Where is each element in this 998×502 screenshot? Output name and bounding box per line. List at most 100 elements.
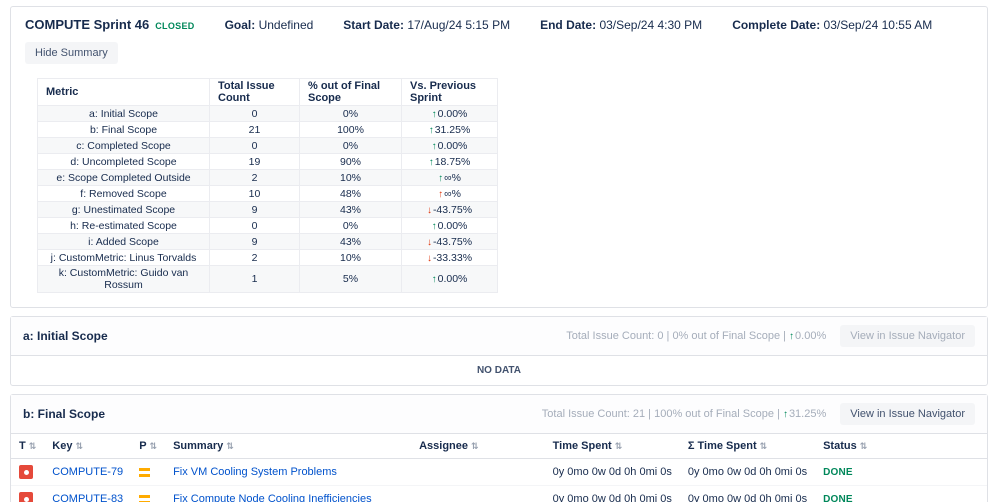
sprint-goal: Goal: Undefined [225,18,314,32]
section-header: a: Initial Scope Total Issue Count: 0 | … [11,317,987,355]
trend-value: 31.25% [434,123,471,136]
end-date-value: 03/Sep/24 4:30 PM [599,18,703,32]
col-header-sum-time-spent[interactable]: Σ Time Spent ⇅ [679,433,816,459]
metric-name: j: CustomMetric: Linus Torvalds [37,249,210,266]
metric-trend: 0.00% [401,265,498,293]
metric-trend: ∞% [401,185,498,202]
section-trend-value: 31.25% [788,408,827,420]
trend-value: 0.00% [437,219,468,232]
metric-name: k: CustomMetric: Guido van Rossum [37,265,210,293]
col-header-assignee[interactable]: Assignee ⇅ [411,433,545,459]
col-header-label: Time Spent [552,440,612,452]
metric-row: g: Unestimated Scope 9 43% -43.75% [37,201,498,218]
sort-icon[interactable]: ⇅ [859,441,868,451]
sort-icon[interactable]: ⇅ [75,441,84,451]
end-date-label: End Date: [540,18,597,32]
issues-header-row: T ⇅ Key ⇅ P ⇅ Summary ⇅ Assignee ⇅ Time Spent… [11,433,987,459]
col-header-label: Summary [173,440,224,452]
trend-arrow-icon [429,124,435,136]
goal-value: Undefined [258,18,314,32]
metric-row: k: CustomMetric: Guido van Rossum 1 5% 0… [37,265,498,293]
trend-arrow-icon [432,273,438,285]
issue-row: COMPUTE-79 Fix VM Cooling System Problem… [11,458,987,486]
section-header: b: Final Scope Total Issue Count: 21 | 1… [11,395,987,433]
metric-count: 2 [209,249,300,266]
sprint-title-group: COMPUTE Sprint 46 CLOSED [25,17,195,32]
metric-row: e: Scope Completed Outside 2 10% ∞% [37,169,498,186]
issue-key-link[interactable]: COMPUTE-83 [52,493,124,502]
metric-pct: 0% [299,105,402,122]
sort-icon[interactable]: ⇅ [149,441,158,451]
issue-assignee-cell [411,485,545,502]
sort-icon[interactable]: ⇅ [759,441,768,451]
metric-row: d: Uncompleted Scope 19 90% 18.75% [37,153,498,170]
section-summary-text: Total Issue Count: 21 | 100% out of Fina… [541,408,780,420]
view-in-issue-navigator-button[interactable]: View in Issue Navigator [840,403,975,425]
section-title: a: Initial Scope [23,329,108,343]
trend-arrow-icon [432,140,438,152]
metrics-header-row: Metric Total Issue Count % out of Final … [37,78,498,106]
sort-icon[interactable]: ⇅ [471,441,479,451]
issue-row: COMPUTE-83 Fix Compute Node Cooling Inef… [11,485,987,502]
hide-summary-button[interactable]: Hide Summary [25,42,118,64]
metric-count: 9 [209,233,300,250]
trend-arrow-icon [432,108,438,120]
trend-value: -43.75% [432,235,473,248]
metric-pct: 43% [299,201,402,218]
metric-name: c: Completed Scope [37,137,210,154]
sort-icon[interactable]: ⇅ [614,441,623,451]
status-badge: DONE [823,467,853,478]
col-header-summary[interactable]: Summary ⇅ [165,433,412,459]
issue-priority-cell [131,485,166,502]
trend-arrow-icon [783,408,789,420]
col-header-status[interactable]: Status ⇅ [815,433,987,459]
metric-row: c: Completed Scope 0 0% 0.00% [37,137,498,154]
trend-arrow-icon [438,172,444,184]
trend-value: 0.00% [437,273,468,285]
issue-summary-cell: Fix VM Cooling System Problems [165,458,412,486]
trend-arrow-icon [427,204,433,216]
metric-count: 19 [209,153,300,170]
col-header-type[interactable]: T ⇅ [11,433,45,459]
issue-sum-time-spent-cell: 0y 0mo 0w 0d 0h 0mi 0s [679,485,816,502]
metric-name: e: Scope Completed Outside [37,169,210,186]
col-header-label: Key [52,440,73,452]
issue-type-cell [11,485,45,502]
sprint-status-badge: CLOSED [155,21,195,31]
metric-pct: 0% [299,217,402,234]
metric-trend: 0.00% [401,137,498,154]
trend-value: ∞% [444,171,461,184]
section-trend-value: 0.00% [795,330,827,342]
metric-trend: -43.75% [401,201,498,218]
metric-count: 0 [209,137,300,154]
complete-date-label: Complete Date: [732,18,821,32]
issue-assignee-cell [411,458,545,486]
trend-value: 18.75% [434,155,471,168]
metric-name: d: Uncompleted Scope [37,153,210,170]
issue-summary-link[interactable]: Fix Compute Node Cooling Inefficiencies [173,493,372,502]
metrics-header-count: Total Issue Count [209,78,300,106]
metrics-table: Metric Total Issue Count % out of Final … [37,78,498,293]
issue-key-link[interactable]: COMPUTE-79 [52,466,124,478]
col-header-priority[interactable]: P ⇅ [131,433,166,459]
sort-icon[interactable]: ⇅ [28,441,37,451]
section-summary: Total Issue Count: 0 | 0% out of Final S… [566,330,826,342]
metric-pct: 100% [299,121,402,138]
section-summary-text: Total Issue Count: 0 | 0% out of Final S… [566,330,786,342]
trend-arrow-icon [427,236,433,248]
metric-pct: 43% [299,233,402,250]
sprint-start-date: Start Date: 17/Aug/24 5:15 PM [343,18,510,32]
trend-value: ∞% [444,187,461,200]
metric-count: 10 [209,185,300,202]
metric-pct: 10% [299,249,402,266]
issue-priority-cell [131,458,166,486]
col-header-time-spent[interactable]: Time Spent ⇅ [544,433,680,459]
issue-summary-link[interactable]: Fix VM Cooling System Problems [173,466,337,478]
section-initial-scope: a: Initial Scope Total Issue Count: 0 | … [10,316,988,386]
view-in-issue-navigator-button[interactable]: View in Issue Navigator [840,325,975,347]
metric-pct: 90% [299,153,402,170]
goal-label: Goal: [224,18,256,32]
metric-count: 2 [209,169,300,186]
col-header-key[interactable]: Key ⇅ [44,433,132,459]
sort-icon[interactable]: ⇅ [226,441,234,451]
